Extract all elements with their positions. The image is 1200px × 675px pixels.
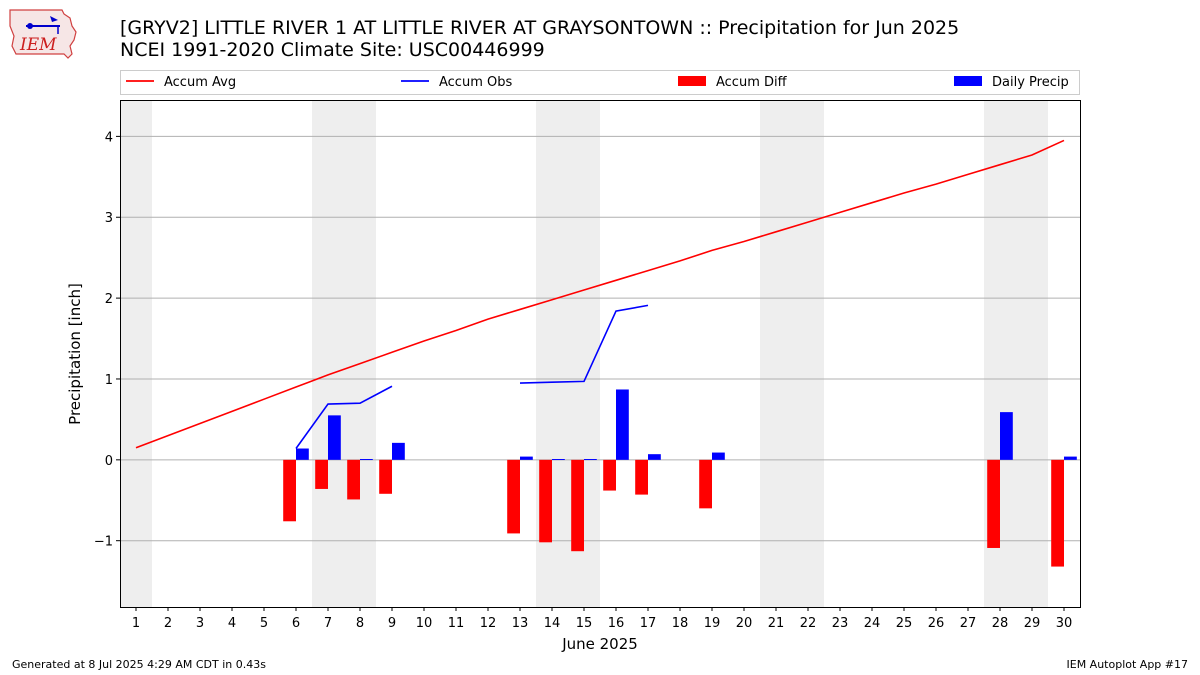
accum-diff-bar bbox=[379, 459, 392, 494]
accum-diff-bar bbox=[315, 459, 328, 489]
daily-precip-bar bbox=[648, 454, 661, 460]
x-tick-label: 13 bbox=[512, 616, 529, 631]
x-tick-label: 21 bbox=[768, 616, 785, 631]
x-tick-label: 23 bbox=[832, 616, 849, 631]
daily-precip-bar bbox=[584, 459, 597, 461]
accum-diff-bar bbox=[635, 459, 648, 495]
x-tick-label: 22 bbox=[800, 616, 817, 631]
y-axis: −1 0 1 2 3 4 bbox=[94, 130, 120, 550]
plot-frame bbox=[120, 100, 1081, 608]
legend-label: Accum Obs bbox=[439, 75, 512, 90]
weekend-shade bbox=[120, 100, 152, 607]
bar-series bbox=[283, 389, 1077, 567]
daily-precip-bar bbox=[1064, 456, 1077, 460]
legend-swatch-bar bbox=[954, 76, 982, 86]
legend-box bbox=[120, 70, 1080, 95]
y-tick-label: 2 bbox=[105, 292, 113, 307]
x-tick-label: 19 bbox=[704, 616, 721, 631]
x-tick-label: 25 bbox=[896, 616, 913, 631]
accum-diff-bar bbox=[507, 459, 520, 534]
y-tick-label: 1 bbox=[105, 373, 113, 388]
accum-diff-bar bbox=[283, 459, 296, 522]
y-axis-label: Precipitation [inch] bbox=[66, 283, 84, 425]
daily-precip-bar bbox=[1000, 412, 1013, 460]
iem-logo: IEM bbox=[9, 9, 77, 59]
daily-precip-bar bbox=[712, 452, 725, 460]
x-tick-label: 3 bbox=[196, 616, 204, 631]
daily-precip-bar bbox=[520, 456, 533, 460]
x-tick-label: 7 bbox=[324, 616, 332, 631]
x-tick-label: 9 bbox=[388, 616, 396, 631]
x-tick-label: 6 bbox=[292, 616, 300, 631]
x-tick-label: 11 bbox=[448, 616, 465, 631]
x-tick-label: 12 bbox=[480, 616, 497, 631]
x-tick-label: 15 bbox=[576, 616, 593, 631]
x-tick-label: 14 bbox=[544, 616, 561, 631]
accum-diff-bar bbox=[603, 459, 616, 491]
accum-diff-bar bbox=[1051, 459, 1064, 567]
weekend-shading bbox=[120, 100, 1048, 607]
x-tick-label: 27 bbox=[960, 616, 977, 631]
legend: Accum Avg Accum Obs Accum Diff Daily Precip bbox=[120, 70, 1080, 95]
daily-precip-bar bbox=[552, 459, 565, 461]
chart-subtitle: NCEI 1991-2020 Climate Site: USC00446999 bbox=[120, 39, 545, 61]
x-tick-label: 30 bbox=[1056, 616, 1073, 631]
x-tick-label: 16 bbox=[608, 616, 625, 631]
weekend-shade bbox=[1016, 100, 1048, 607]
y-tick-label: −1 bbox=[94, 535, 113, 550]
x-tick-label: 28 bbox=[992, 616, 1009, 631]
accum-avg-line bbox=[135, 139, 1065, 449]
x-tick-label: 1 bbox=[132, 616, 140, 631]
x-tick-label: 29 bbox=[1024, 616, 1041, 631]
daily-precip-bar bbox=[328, 415, 341, 460]
legend-label: Accum Diff bbox=[716, 75, 788, 90]
daily-precip-bar bbox=[360, 459, 373, 461]
daily-precip-bar bbox=[296, 448, 309, 460]
accum-diff-bar bbox=[699, 459, 712, 509]
daily-precip-bar bbox=[392, 442, 405, 460]
y-tick-label: 4 bbox=[105, 130, 113, 145]
legend-label: Daily Precip bbox=[992, 75, 1069, 90]
accum-diff-bar bbox=[571, 459, 584, 552]
x-tick-label: 17 bbox=[640, 616, 657, 631]
iem-logo-text: IEM bbox=[19, 35, 57, 55]
generated-timestamp: Generated at 8 Jul 2025 4:29 AM CDT in 0… bbox=[12, 658, 266, 671]
accum-obs-line bbox=[295, 385, 393, 449]
x-tick-label: 5 bbox=[260, 616, 268, 631]
daily-precip-bar bbox=[616, 389, 629, 460]
accum-diff-bar bbox=[539, 459, 552, 543]
x-axis-label: June 2025 bbox=[561, 635, 638, 653]
accum-obs-line bbox=[519, 304, 649, 384]
x-tick-label: 18 bbox=[672, 616, 689, 631]
x-tick-label: 24 bbox=[864, 616, 881, 631]
x-tick-label: 26 bbox=[928, 616, 945, 631]
app-credit: IEM Autoplot App #17 bbox=[1066, 658, 1189, 671]
accum-diff-bar bbox=[347, 459, 360, 500]
x-tick-label: 4 bbox=[228, 616, 236, 631]
legend-label: Accum Avg bbox=[164, 75, 236, 90]
weekend-shade bbox=[312, 100, 344, 607]
chart-title: [GRYV2] LITTLE RIVER 1 AT LITTLE RIVER A… bbox=[120, 17, 960, 39]
weekend-shade bbox=[344, 100, 376, 607]
line-series bbox=[135, 139, 1065, 449]
weekend-shade bbox=[792, 100, 824, 607]
y-tick-label: 3 bbox=[105, 211, 113, 226]
legend-swatch-bar bbox=[678, 76, 706, 86]
weekend-shade bbox=[760, 100, 792, 607]
x-tick-label: 10 bbox=[416, 616, 433, 631]
accum-diff-bar bbox=[987, 459, 1000, 548]
x-tick-label: 20 bbox=[736, 616, 753, 631]
y-tick-label: 0 bbox=[105, 454, 113, 469]
gridlines bbox=[120, 135, 1080, 542]
x-tick-label: 2 bbox=[164, 616, 172, 631]
x-tick-label: 8 bbox=[356, 616, 364, 631]
x-axis: 1 2 3 4 5 6 7 8 9 10 11 12 13 14 15 16 17 18 19 20 21 22 23 24 2… bbox=[132, 607, 1072, 631]
